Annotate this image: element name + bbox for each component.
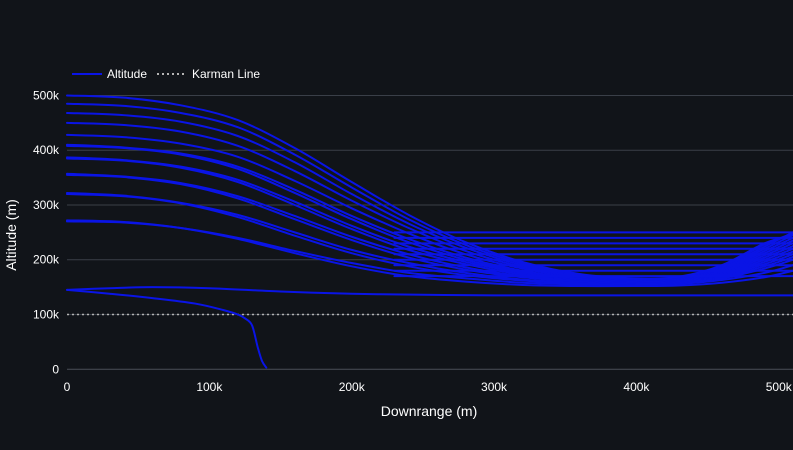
x-tick-label: 400k: [623, 380, 650, 394]
altitude-trajectory-line: [66, 286, 793, 297]
altitude-trajectory-line: [66, 94, 793, 280]
legend-label-altitude: Altitude: [107, 67, 147, 81]
tick-label-layer: 0 100k 200k 300k 400k 500k 0 100k 200k 300k 400k 50…: [33, 88, 793, 394]
x-tick-label: 0: [64, 380, 71, 394]
y-axis-title: Altitude (m): [3, 199, 19, 271]
x-tick-label: 100k: [196, 380, 223, 394]
x-axis-title: Downrange (m): [381, 403, 477, 419]
altitude-series-layer: [66, 94, 793, 369]
altitude-trajectory-line: [66, 157, 793, 284]
altitude-trajectory-line: [66, 288, 268, 369]
x-tick-label: 300k: [481, 380, 508, 394]
y-tick-label: 200k: [33, 253, 60, 267]
altitude-trajectory-line: [66, 219, 793, 286]
y-tick-label: 300k: [33, 198, 60, 212]
legend-label-karman-line: Karman Line: [192, 67, 260, 81]
x-tick-label: 500k: [766, 380, 793, 394]
legend: Altitude Karman Line: [72, 67, 260, 81]
x-tick-label: 200k: [339, 380, 366, 394]
y-tick-label: 0: [52, 362, 59, 376]
legend-item-altitude[interactable]: Altitude: [72, 67, 147, 81]
legend-item-karman-line[interactable]: Karman Line: [157, 67, 260, 81]
y-tick-label: 500k: [33, 88, 60, 102]
y-tick-label: 400k: [33, 143, 60, 157]
y-tick-label: 100k: [33, 308, 60, 322]
altitude-trajectory-line: [66, 133, 793, 282]
